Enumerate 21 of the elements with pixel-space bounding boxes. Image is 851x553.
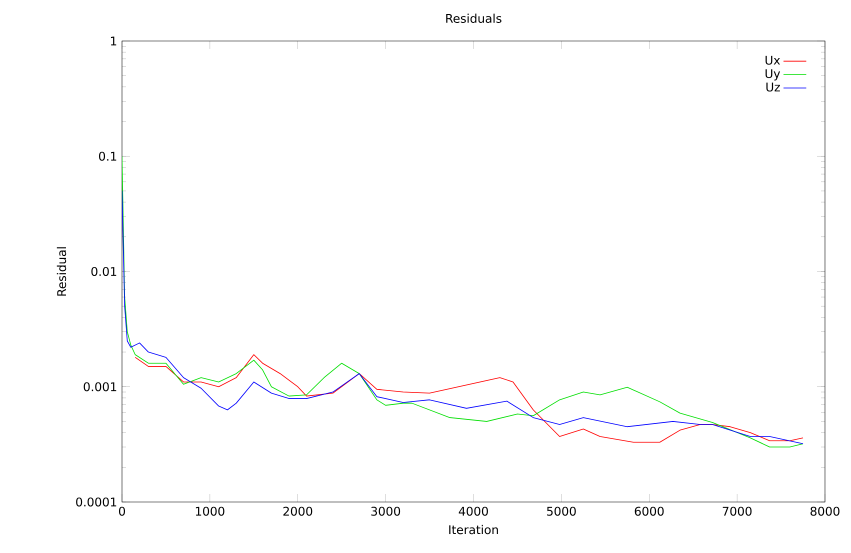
x-tick-label: 7000 — [722, 506, 752, 516]
line-series — [134, 354, 804, 443]
y-tick-label: 0.001 — [84, 382, 116, 392]
x-tick-label: 0 — [118, 506, 126, 516]
y-tick-label: 0.01 — [91, 266, 116, 276]
y-tick-label: 1 — [110, 36, 116, 46]
y-axis-title: Residual — [56, 247, 66, 296]
x-tick-label: 3000 — [371, 506, 400, 516]
x-tick-label: 6000 — [634, 506, 664, 516]
y-tick-label: 0.1 — [99, 152, 116, 161]
x-tick-label: 1000 — [196, 506, 224, 516]
x-tick-label: 5000 — [547, 506, 576, 516]
legend-label: Ux — [766, 56, 780, 65]
x-tick-label: 4000 — [458, 506, 488, 516]
y-tick-label: 0.0001 — [76, 497, 116, 507]
legend-label: Uy — [766, 69, 780, 80]
chart-title: Residuals — [446, 14, 502, 23]
legend-label: Uz — [766, 82, 780, 92]
x-tick-label: 2000 — [283, 506, 312, 516]
x-tick-label: 8000 — [810, 506, 840, 516]
x-axis-title: Iteration — [449, 524, 498, 534]
